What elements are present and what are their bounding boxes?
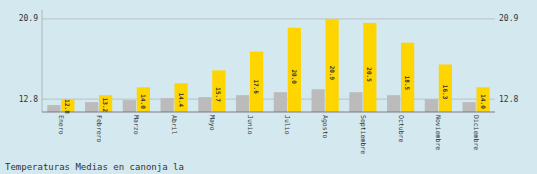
data-label: 20.9 [329, 66, 336, 81]
bar [439, 64, 452, 112]
bar [477, 87, 490, 112]
bar [349, 92, 362, 112]
bar [175, 83, 188, 112]
y2-tick-label: 12.8 [499, 95, 518, 104]
grid-line [42, 18, 495, 19]
data-label: 14.0 [140, 94, 147, 109]
x-tick-label: Febrero [95, 115, 103, 142]
x-tick-label: Mayo [208, 115, 216, 131]
bar [363, 23, 376, 112]
y-axis-line [42, 10, 43, 112]
chart: 12.8 13.2 14.0 14.4 15.7 17.6 20.0 20.9 20.5 18.5… [0, 0, 537, 174]
data-label: 12.8 [64, 99, 71, 114]
x-tick-label: Septiembre [359, 115, 367, 154]
bar [425, 99, 438, 112]
bar [274, 92, 287, 112]
bars [47, 19, 489, 112]
y2-tick-label: 20.9 [499, 14, 518, 23]
x-tick-label: Junio [246, 115, 254, 135]
y-tick-label: 12.8 [19, 95, 38, 104]
bar [99, 95, 112, 112]
bar [47, 105, 60, 112]
bar [326, 19, 339, 112]
data-label: 15.7 [215, 87, 222, 102]
bar [161, 98, 174, 112]
x-tick-label: Marzo [132, 115, 140, 135]
y-tick-label: 20.9 [19, 14, 38, 23]
bar [250, 52, 263, 112]
x-tick-label: Agosto [321, 115, 329, 139]
data-label: 20.5 [366, 67, 373, 82]
bar [463, 102, 476, 112]
data-label: 20.0 [291, 69, 298, 84]
bar [387, 95, 400, 112]
bar [85, 102, 98, 112]
data-label: 16.3 [442, 85, 449, 100]
x-tick-label: Julio [283, 115, 291, 135]
bar [401, 43, 414, 112]
bar [212, 70, 225, 112]
x-tick-label: Abril [170, 115, 178, 135]
x-tick-label: Octubre [397, 115, 405, 142]
data-label: 14.4 [178, 93, 185, 108]
x-tick-label: Noviembre [434, 115, 442, 150]
bar [123, 100, 136, 112]
bar [236, 95, 249, 112]
data-label: 18.5 [404, 76, 411, 91]
x-tick-label: Enero [57, 115, 65, 135]
bar [288, 28, 301, 112]
x-tick-label: Diciembre [472, 115, 480, 150]
bar [137, 87, 150, 112]
data-label: 14.0 [480, 94, 487, 109]
data-label: 13.2 [102, 98, 109, 113]
bar [312, 89, 325, 112]
title: Temperaturas Medias en canonja la [5, 162, 184, 172]
bar [198, 97, 211, 112]
data-label: 17.6 [253, 79, 260, 94]
